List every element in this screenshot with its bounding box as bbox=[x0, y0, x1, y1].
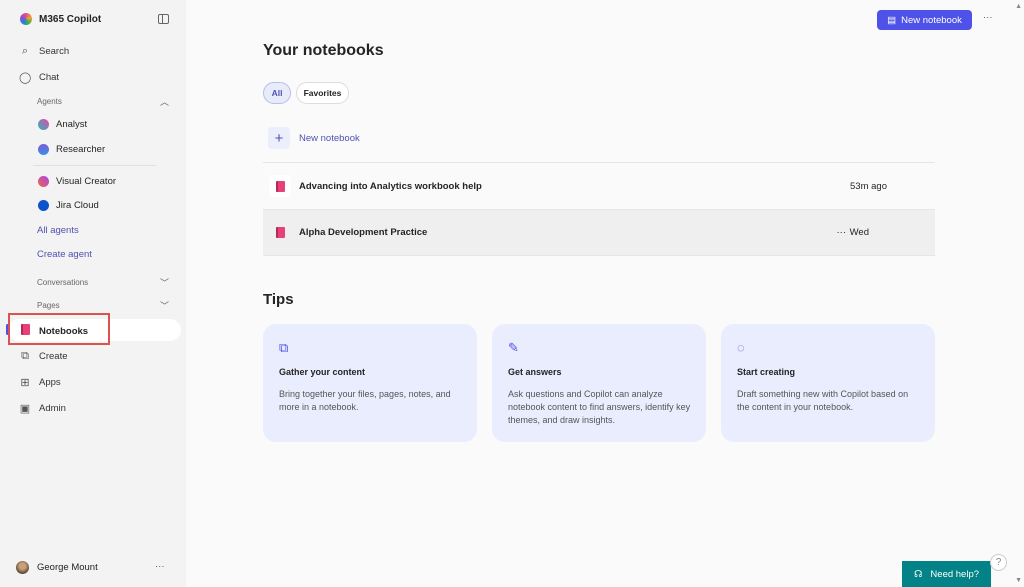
row-more-button[interactable]: ··· bbox=[836, 227, 847, 238]
chevron-down-icon[interactable]: ﹀ bbox=[160, 301, 170, 311]
sidebar-item-create[interactable]: ⧉ Create bbox=[19, 350, 68, 363]
researcher-icon bbox=[38, 144, 49, 155]
divider bbox=[33, 165, 156, 166]
agent-label: Researcher bbox=[56, 144, 106, 155]
plus-icon: + bbox=[268, 127, 290, 149]
tips-title: Tips bbox=[263, 291, 294, 308]
sidebar-item-notebooks[interactable]: Notebooks bbox=[19, 324, 88, 338]
agent-researcher[interactable]: Researcher bbox=[38, 144, 105, 155]
user-more-button[interactable]: ··· bbox=[155, 561, 165, 572]
notebook-time: 53m ago bbox=[850, 180, 887, 192]
visual-creator-icon bbox=[38, 176, 49, 187]
agent-visual-creator[interactable]: Visual Creator bbox=[38, 176, 116, 187]
tip-description: Draft something new with Copilot based o… bbox=[737, 389, 909, 412]
tip-title: Start creating bbox=[737, 367, 796, 377]
filter-all[interactable]: All bbox=[263, 82, 291, 104]
sidebar-item-apps[interactable]: ⊞ Apps bbox=[19, 376, 61, 389]
scroll-down-arrow[interactable]: ▼ bbox=[1015, 577, 1022, 584]
copy-stack-icon: ⧉ bbox=[279, 340, 289, 355]
sidebar-label: Search bbox=[39, 46, 70, 57]
user-profile[interactable]: George Mount bbox=[16, 561, 98, 574]
agent-jira-cloud[interactable]: Jira Cloud bbox=[38, 200, 99, 211]
sidebar-label: Create bbox=[39, 351, 68, 362]
notebook-icon bbox=[19, 324, 31, 338]
sidebar-label: Notebooks bbox=[39, 325, 89, 337]
tip-card: ✎ Get answers Ask questions and Copilot ca… bbox=[492, 324, 706, 442]
highlight-box bbox=[8, 313, 110, 345]
copilot-logo-icon bbox=[20, 13, 32, 25]
active-item-background bbox=[8, 319, 181, 341]
new-notebook-row[interactable]: + New notebook bbox=[268, 127, 360, 149]
conversations-section-label[interactable]: Conversations bbox=[37, 278, 89, 287]
agent-label: Analyst bbox=[56, 119, 88, 130]
notebook-icon bbox=[269, 222, 291, 244]
scroll-up-arrow[interactable]: ▲ bbox=[1015, 3, 1022, 10]
more-options-button[interactable]: ··· bbox=[983, 12, 993, 23]
active-indicator bbox=[6, 324, 9, 335]
create-icon: ⧉ bbox=[21, 350, 29, 362]
sidebar-item-chat[interactable]: ◯ Chat bbox=[19, 71, 59, 84]
sidebar: M365 Copilot ⌕ Search ◯ Chat Agents ︿ Anal… bbox=[0, 0, 186, 587]
help-question-button[interactable]: ? bbox=[990, 554, 1007, 571]
user-name: George Mount bbox=[37, 562, 98, 573]
sidebar-label: Chat bbox=[39, 72, 60, 83]
create-agent-link[interactable]: Create agent bbox=[37, 249, 92, 260]
collapse-sidebar-icon[interactable] bbox=[158, 14, 169, 24]
new-notebook-button[interactable]: ▤ New notebook bbox=[877, 10, 972, 30]
chat-icon: ◯ bbox=[19, 72, 32, 84]
headset-icon: ☊ bbox=[913, 568, 923, 580]
notebook-row[interactable]: Alpha Development Practice ··· Wed bbox=[263, 209, 935, 256]
agent-label: Jira Cloud bbox=[56, 200, 99, 211]
tip-title: Gather your content bbox=[279, 367, 366, 377]
app-title: M365 Copilot bbox=[39, 13, 102, 25]
notebook-name: Advancing into Analytics workbook help bbox=[299, 180, 482, 192]
chat-sparkle-icon: ◌ bbox=[737, 340, 745, 355]
notebook-add-icon: ▤ bbox=[887, 14, 897, 26]
sidebar-label: Admin bbox=[39, 403, 66, 414]
sidebar-label: Apps bbox=[39, 377, 61, 388]
admin-icon: ▣ bbox=[19, 403, 31, 415]
new-notebook-label: New notebook bbox=[299, 132, 360, 144]
notebook-row[interactable]: Advancing into Analytics workbook help 53… bbox=[263, 162, 935, 209]
tip-title: Get answers bbox=[508, 367, 562, 377]
filter-favorites[interactable]: Favorites bbox=[296, 82, 349, 104]
chevron-up-icon[interactable]: ︿ bbox=[160, 97, 170, 107]
agent-analyst[interactable]: Analyst bbox=[38, 119, 87, 130]
analyst-icon bbox=[38, 119, 49, 130]
button-label: New notebook bbox=[901, 14, 962, 26]
chevron-down-icon[interactable]: ﹀ bbox=[160, 278, 170, 288]
app-brand[interactable]: M365 Copilot bbox=[20, 13, 101, 25]
tip-card: ◌ Start creating Draft something new with … bbox=[721, 324, 935, 442]
need-help-button[interactable]: ☊ Need help? bbox=[902, 561, 991, 587]
avatar bbox=[16, 561, 29, 574]
agent-label: Visual Creator bbox=[56, 176, 117, 187]
pages-section-label[interactable]: Pages bbox=[37, 301, 60, 310]
notebook-name: Alpha Development Practice bbox=[299, 227, 428, 238]
sidebar-item-search[interactable]: ⌕ Search bbox=[19, 45, 69, 58]
sidebar-item-admin[interactable]: ▣ Admin bbox=[19, 402, 66, 415]
tip-card: ⧉ Gather your content Bring together your … bbox=[263, 324, 477, 442]
help-label: Need help? bbox=[930, 568, 980, 580]
sparkle-pen-icon: ✎ bbox=[508, 340, 519, 355]
apps-icon: ⊞ bbox=[20, 377, 30, 389]
jira-icon bbox=[38, 200, 49, 211]
notebook-time: Wed bbox=[849, 227, 869, 238]
agents-section-label: Agents bbox=[37, 97, 62, 106]
page-title: Your notebooks bbox=[263, 42, 384, 59]
search-icon: ⌕ bbox=[21, 45, 29, 57]
tip-description: Bring together your files, pages, notes,… bbox=[279, 389, 451, 412]
all-agents-link[interactable]: All agents bbox=[37, 225, 79, 236]
tip-description: Ask questions and Copilot can analyze no… bbox=[508, 389, 691, 425]
notebook-icon bbox=[269, 175, 291, 197]
